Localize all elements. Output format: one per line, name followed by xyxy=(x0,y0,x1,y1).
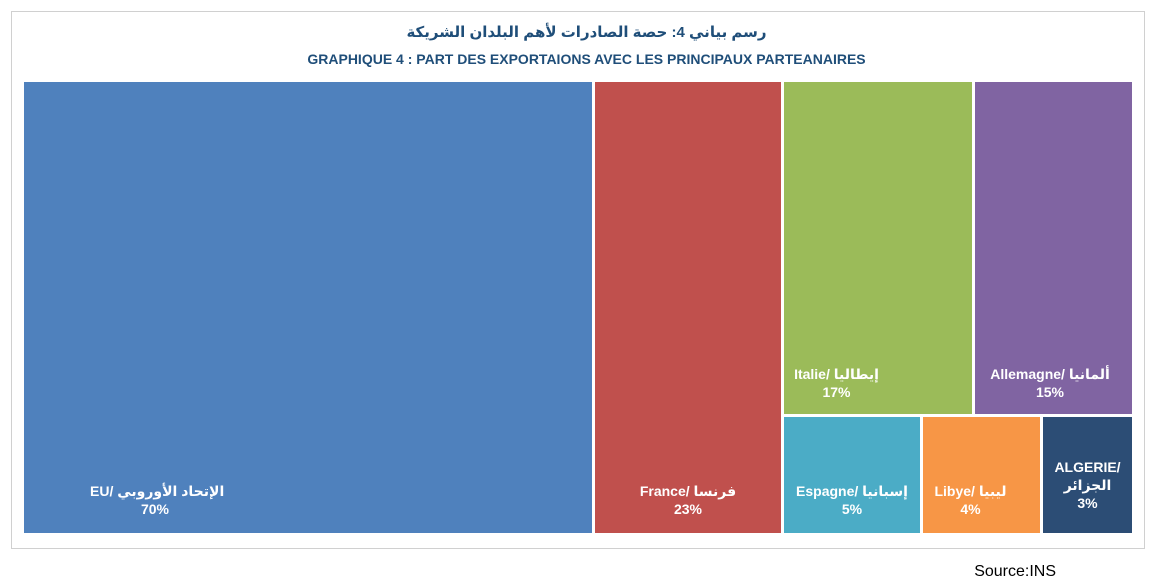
tile-label-eu: EU/ الإتحاد الأوروبي 70% xyxy=(90,482,225,518)
chart-title-french: GRAPHIQUE 4 : PART DES EXPORTAIONS AVEC … xyxy=(307,51,866,67)
tile-value-libye: 4% xyxy=(960,501,981,517)
tile-label-espagne: Espagne/ إسبانيا 5% xyxy=(784,482,920,518)
tile-label-libye: Libye/ ليبيا 4% xyxy=(923,482,1018,518)
tile-libye xyxy=(923,417,1040,533)
tile-value-allemagne: 15% xyxy=(1035,384,1065,400)
tile-name-france: France/ فرنسا xyxy=(639,483,737,499)
tile-name-eu: EU/ الإتحاد الأوروبي xyxy=(90,483,225,499)
tile-italie xyxy=(784,82,972,414)
tile-value-eu: 70% xyxy=(140,501,170,517)
tile-value-algerie: 3% xyxy=(1077,495,1098,511)
tile-label-italie: Italie/ إيطاليا 17% xyxy=(784,365,889,401)
tile-value-italie: 17% xyxy=(822,384,851,400)
tile-name-allemagne: Allemagne/ ألمانيا xyxy=(990,366,1110,382)
tile-eu xyxy=(24,82,592,533)
tile-label-allemagne: Allemagne/ ألمانيا 15% xyxy=(975,365,1125,401)
tile-value-espagne: 5% xyxy=(841,501,863,517)
tile-allemagne xyxy=(975,82,1132,414)
tile-algerie xyxy=(1043,417,1132,533)
tile-label-algerie: ALGERIE/ الجزائر 3% xyxy=(1043,458,1132,512)
chart-title-arabic: رسم بياني 4: حصة الصادرات لأهم البلدان ا… xyxy=(406,24,767,41)
tile-label-france: France/ فرنسا 23% xyxy=(595,482,781,518)
tile-espagne xyxy=(784,417,920,533)
tile-value-france: 23% xyxy=(673,501,703,517)
tile-name-libye: Libye/ ليبيا xyxy=(934,483,1007,499)
tile-name-italie: Italie/ إيطاليا xyxy=(794,366,879,382)
source-note: Source:INS xyxy=(974,563,1056,580)
tile-france xyxy=(595,82,781,533)
tile-name-espagne: Espagne/ إسبانيا xyxy=(796,483,908,499)
tile-name-algerie: ALGERIE/ الجزائر xyxy=(1054,459,1121,493)
